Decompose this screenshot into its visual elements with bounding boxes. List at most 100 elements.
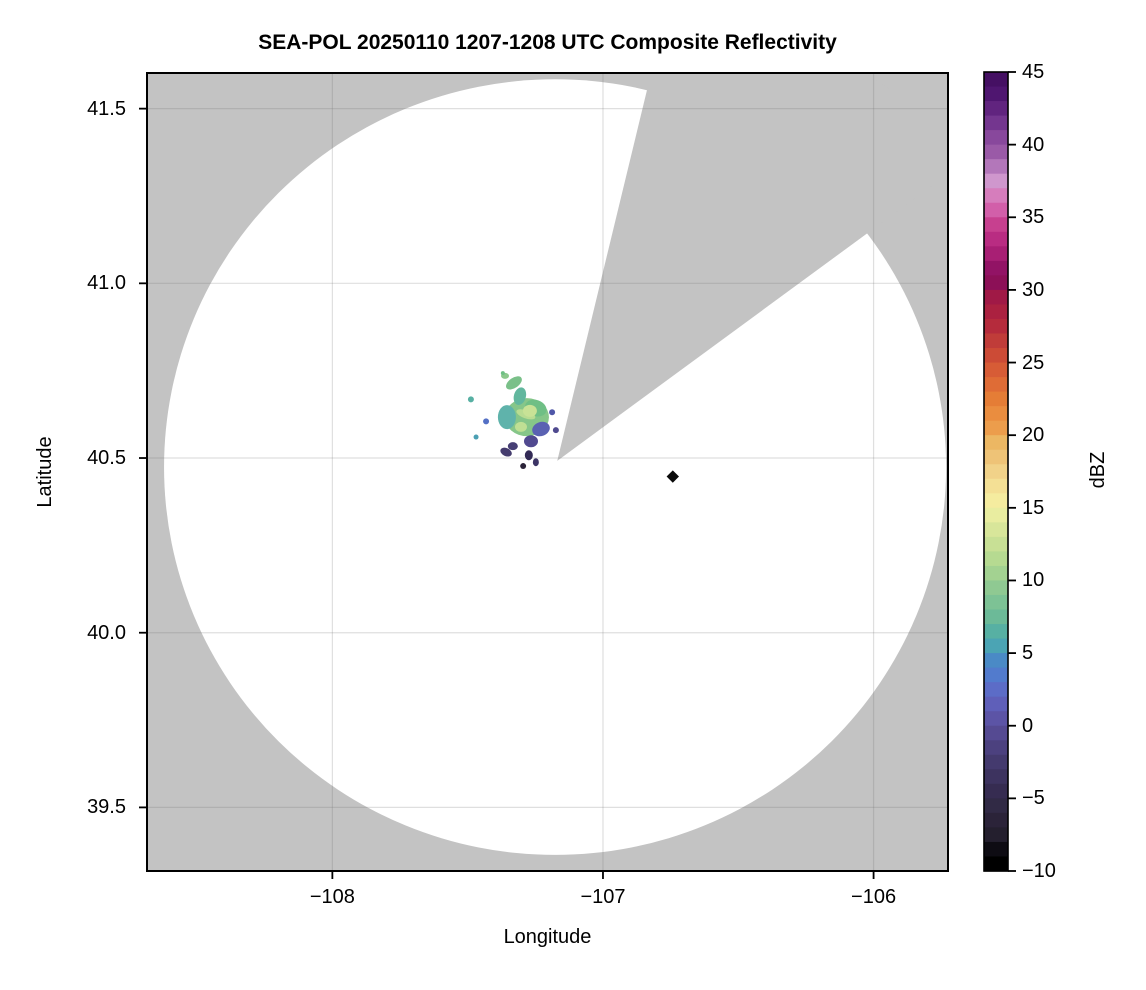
x-axis-label: Longitude bbox=[503, 926, 592, 948]
axes-frame bbox=[146, 72, 949, 872]
colorbar-tick-label: 15 bbox=[1022, 496, 1045, 519]
colorbar-band bbox=[984, 594, 1008, 611]
reflectivity-echo-cell bbox=[514, 421, 527, 432]
colorbar-tick-label: 5 bbox=[1022, 642, 1034, 665]
colorbar-band bbox=[984, 304, 1008, 320]
colorbar-band bbox=[984, 682, 1008, 698]
colorbar-band bbox=[984, 551, 1008, 567]
colorbar-band bbox=[984, 798, 1008, 814]
colorbar-band bbox=[984, 318, 1008, 335]
reflectivity-echo-cell bbox=[473, 434, 479, 440]
plot-title: SEA-POL 20250110 1207-1208 UTC Composite… bbox=[258, 31, 837, 54]
reflectivity-echo-cell bbox=[507, 442, 518, 451]
colorbar-tick-label: 35 bbox=[1022, 206, 1045, 229]
colorbar-band bbox=[984, 275, 1008, 291]
reflectivity-echo-cell bbox=[497, 405, 516, 430]
reflectivity-echo-cell bbox=[549, 409, 556, 416]
colorbar-label: dBZ bbox=[1087, 451, 1109, 489]
x-tick-label: −106 bbox=[851, 886, 897, 908]
colorbar-band bbox=[984, 783, 1008, 799]
reflectivity-echo-cell bbox=[524, 450, 533, 461]
reflectivity-echo-cell bbox=[467, 396, 474, 403]
colorbar-band bbox=[984, 348, 1008, 364]
colorbar-band bbox=[984, 624, 1008, 640]
colorbar-band bbox=[984, 740, 1008, 756]
y-tick-label: 41.5 bbox=[87, 97, 126, 120]
y-tick-label: 40.5 bbox=[87, 447, 126, 470]
y-tick-label: 39.5 bbox=[87, 796, 126, 819]
colorbar-band bbox=[984, 202, 1008, 218]
colorbar-tick-label: 40 bbox=[1022, 133, 1045, 156]
y-axis-label: Latitude bbox=[34, 436, 56, 508]
colorbar-band bbox=[984, 289, 1008, 306]
blocked-sector-wedge bbox=[557, 73, 948, 461]
colorbar-tick-label: 10 bbox=[1022, 569, 1045, 592]
colorbar-band bbox=[984, 653, 1008, 669]
colorbar-band bbox=[984, 173, 1008, 189]
colorbar-band bbox=[984, 827, 1008, 843]
site-marker-diamond bbox=[666, 470, 679, 483]
map-layer bbox=[147, 73, 948, 871]
colorbar-band bbox=[984, 406, 1008, 422]
colorbar-band bbox=[984, 493, 1008, 509]
colorbar-band bbox=[984, 667, 1008, 683]
colorbar-band bbox=[984, 565, 1008, 582]
colorbar-band bbox=[984, 449, 1008, 465]
colorbar-tick-label: 45 bbox=[1022, 61, 1045, 83]
reflectivity-echo-cell bbox=[500, 371, 505, 376]
colorbar-tick-label: 20 bbox=[1022, 424, 1045, 447]
colorbar-tick-label: −10 bbox=[1022, 860, 1056, 882]
reflectivity-echo-cell bbox=[532, 421, 550, 437]
reflectivity-echo-cell bbox=[532, 458, 539, 467]
colorbar-band bbox=[984, 260, 1008, 276]
colorbar-frame bbox=[983, 71, 1009, 872]
colorbar-band bbox=[984, 754, 1008, 770]
colorbar-band bbox=[984, 696, 1008, 712]
colorbar-band bbox=[984, 72, 1008, 88]
colorbar-band bbox=[984, 725, 1008, 741]
colorbar-band bbox=[984, 391, 1008, 407]
colorbar-band bbox=[984, 638, 1008, 654]
colorbar-band bbox=[984, 159, 1008, 175]
colorbar-band bbox=[984, 217, 1008, 233]
colorbar-band bbox=[984, 522, 1008, 538]
x-tick-label: −107 bbox=[580, 886, 626, 908]
colorbar-band bbox=[984, 435, 1008, 451]
colorbar-band bbox=[984, 464, 1008, 480]
colorbar-band bbox=[984, 580, 1008, 596]
y-tick-label: 41.0 bbox=[87, 272, 126, 295]
x-tick-label: −108 bbox=[309, 886, 355, 908]
colorbar-band bbox=[984, 609, 1008, 625]
colorbar-tick-label: −5 bbox=[1022, 787, 1045, 810]
colorbar-band bbox=[984, 478, 1008, 494]
colorbar-band bbox=[984, 130, 1008, 146]
colorbar-band bbox=[984, 812, 1008, 829]
colorbar-band bbox=[984, 507, 1008, 523]
colorbar-band bbox=[984, 420, 1008, 436]
colorbar-band bbox=[984, 86, 1008, 102]
colorbar-band bbox=[984, 144, 1008, 160]
colorbar-band bbox=[984, 115, 1008, 131]
colorbar-band bbox=[984, 362, 1008, 378]
colorbar-band bbox=[984, 231, 1008, 247]
colorbar-band bbox=[984, 711, 1008, 727]
colorbar-tick-label: 0 bbox=[1022, 714, 1034, 737]
colorbar-band bbox=[984, 769, 1008, 785]
colorbar-band bbox=[984, 377, 1008, 393]
reflectivity-echo-cell bbox=[506, 376, 522, 390]
reflectivity-echo-cell bbox=[483, 418, 490, 425]
reflectivity-echo-cell bbox=[500, 447, 512, 457]
colorbar-band bbox=[984, 841, 1008, 858]
y-tick-label: 40.0 bbox=[87, 621, 126, 644]
colorbar-band bbox=[984, 101, 1008, 117]
reflectivity-echo-cell bbox=[522, 404, 537, 417]
reflectivity-echo-cell bbox=[513, 387, 527, 406]
reflectivity-echo-cell bbox=[520, 463, 527, 470]
colorbar-band bbox=[984, 333, 1008, 349]
colorbar-tick-label: 25 bbox=[1022, 351, 1045, 374]
colorbar-band bbox=[984, 188, 1008, 204]
colorbar-band bbox=[984, 856, 1008, 872]
colorbar-tick-label: 30 bbox=[1022, 278, 1045, 301]
